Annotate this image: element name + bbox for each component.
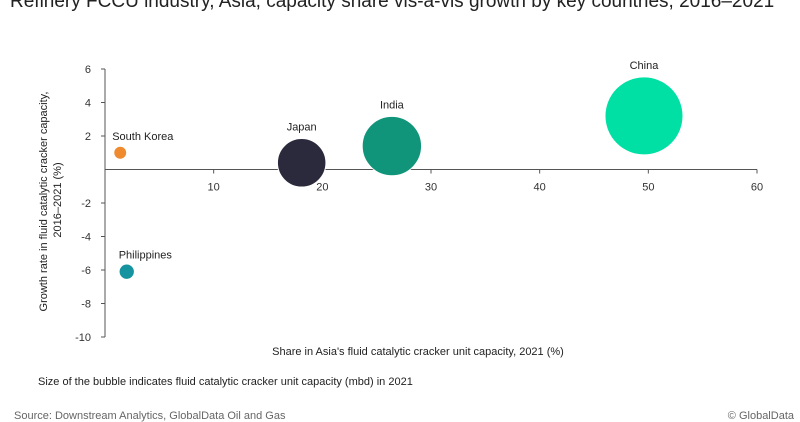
bubble-label-philippines: Philippines xyxy=(119,250,173,262)
tick-labels: 6 4 2 -2 -4 -6 -8 -10 10 20 30 40 50 60 xyxy=(75,64,763,344)
x-tick-label: 10 xyxy=(208,182,220,194)
source-note: Source: Downstream Analytics, GlobalData… xyxy=(14,410,286,422)
x-tick-label: 60 xyxy=(751,182,763,194)
x-tick-label: 30 xyxy=(425,182,437,194)
y-tick-label: -10 xyxy=(75,332,91,344)
y-axis-title: Growth rate in fluid catalytic cracker c… xyxy=(38,89,64,312)
x-axis-title: Share in Asia's fluid catalytic cracker … xyxy=(272,346,564,358)
x-tick-label: 20 xyxy=(316,182,328,194)
copyright-note: © GlobalData xyxy=(727,410,794,422)
bubble-philippines xyxy=(118,263,135,280)
y-axis-title-line-1: Growth rate in fluid catalytic cracker c… xyxy=(38,92,50,312)
bubble-china xyxy=(604,76,684,156)
bubble-size-note: Size of the bubble indicates fluid catal… xyxy=(38,376,413,388)
y-axis-title-line-2: 2016–2021 (%) xyxy=(52,162,64,237)
x-tick-label: 50 xyxy=(642,182,654,194)
bubble-label-china: China xyxy=(630,60,660,72)
y-tick-label: -4 xyxy=(81,232,91,244)
x-tick-label: 40 xyxy=(534,182,546,194)
y-tick-label: 6 xyxy=(85,64,91,76)
bubble-japan xyxy=(276,138,327,188)
bubble-label-south-korea: South Korea xyxy=(112,131,174,143)
bubble-label-india: India xyxy=(380,99,405,111)
y-tick-label: -8 xyxy=(81,299,91,311)
chart-title: Refinery FCCU industry, Asia, capacity s… xyxy=(10,0,775,12)
bubble-label-japan: Japan xyxy=(287,122,317,134)
bubbles xyxy=(113,76,684,280)
bubble-india xyxy=(361,115,423,177)
y-tick-label: 4 xyxy=(85,98,91,110)
y-tick-label: -2 xyxy=(81,198,91,210)
bubble-labels: China India Japan South Korea Philippines xyxy=(112,60,659,262)
y-tick-label: -6 xyxy=(81,265,91,277)
bubble-south-korea xyxy=(113,145,128,160)
y-tick-label: 2 xyxy=(85,131,91,143)
axes xyxy=(101,68,758,338)
